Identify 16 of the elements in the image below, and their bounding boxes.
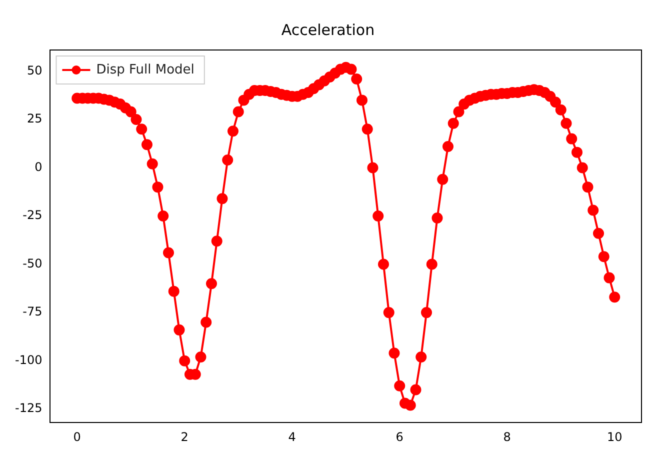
y-tick-label: 50 [26,63,42,78]
legend-label: Disp Full Model [96,62,194,78]
y-tick-label: -100 [15,352,42,367]
x-tick-label: 6 [396,430,404,444]
x-tick-label: 2 [180,430,188,444]
x-tick-label: 0 [73,430,81,444]
y-tick-label: -50 [22,256,42,270]
x-tick-label: 8 [503,430,511,444]
y-tick-label: 25 [26,112,42,126]
y-tick-label: 0 [34,160,42,174]
y-tick-label: -25 [22,208,42,222]
x-tick-label: 10 [606,430,622,444]
y-tick-label: -75 [22,304,42,319]
y-tick-label: -125 [15,401,42,416]
chart-title: Acceleration [281,20,375,39]
x-tick-label: 4 [288,430,296,444]
